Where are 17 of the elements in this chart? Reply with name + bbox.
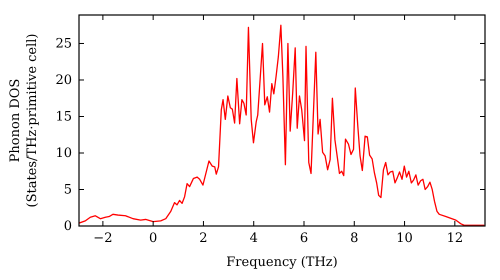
x-tick-label: −2 [93, 231, 112, 246]
x-tick-label: 6 [300, 231, 308, 246]
x-tick-label: 4 [250, 231, 258, 246]
x-tick-label: 10 [396, 231, 413, 246]
y-tick-label: 25 [55, 36, 72, 52]
y-tick-label: 10 [55, 146, 72, 162]
x-axis-title: Frequency (THz) [226, 255, 338, 270]
y-tick-label: 0 [64, 219, 72, 234]
y-axis-title: Phonon DOS (States/THz·primitive cell) [8, 33, 40, 208]
x-tick-label: 2 [199, 231, 208, 246]
line-series [79, 24, 485, 226]
x-tick-label: 0 [149, 231, 158, 246]
y-tick-label: 20 [55, 73, 72, 88]
y-tick-label: 5 [64, 182, 72, 198]
x-tick-label: 12 [446, 231, 464, 246]
x-tick-label: 8 [350, 231, 358, 246]
y-tick-label: 15 [55, 110, 72, 125]
